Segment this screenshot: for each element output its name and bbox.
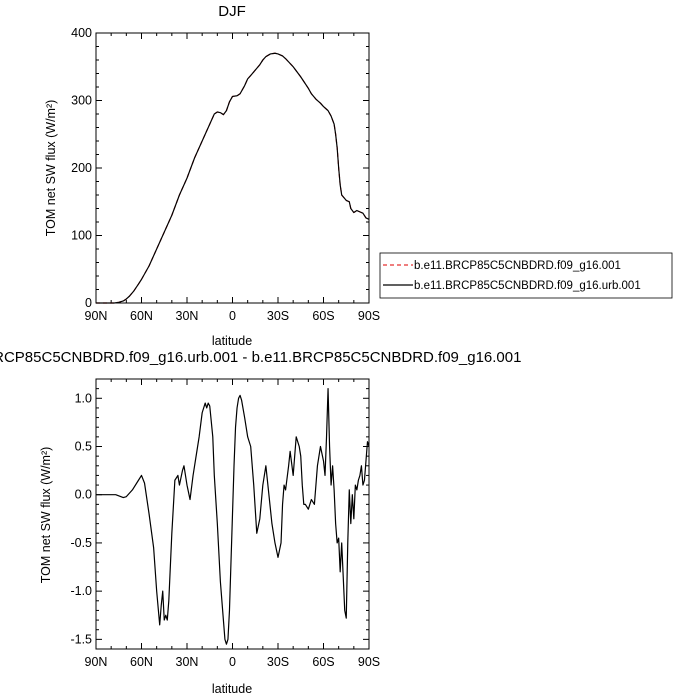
top-y-tick-label: 200	[71, 161, 92, 175]
top-panel: DJF 90N 60N 30N 0 30S 60S 90S 0 100 200 300 400 lat…	[44, 3, 380, 348]
bottom-x-tick-label: 90S	[358, 655, 380, 669]
top-x-tick-label: 30S	[267, 309, 289, 323]
bottom-x-tick-label: 60S	[312, 655, 334, 669]
bottom-y-tick-label: -0.5	[70, 536, 92, 550]
bottom-series-line-1	[96, 388, 370, 645]
top-series-group	[96, 52, 370, 304]
bottom-plot-frame	[95, 378, 370, 650]
top-series-line-2	[96, 52, 370, 304]
bottom-y-axis-title: TOM net SW flux (W/m²)	[39, 447, 53, 584]
bottom-x-tick-label: 30N	[176, 655, 199, 669]
bottom-y-tick-label: -1.5	[70, 632, 92, 646]
bottom-chart-title: b.e11.BRCP85C5CNBDRD.f09_g16.urb.001 - b…	[0, 349, 521, 366]
bottom-series-group	[96, 388, 370, 645]
top-y-tick-label: 100	[71, 229, 92, 243]
top-x-tick-label: 0	[229, 309, 236, 323]
top-tick-group: 90N 60N 30N 0 30S 60S 90S 0 100 200 300 400	[71, 26, 380, 323]
bottom-y-tick-label: 1.0	[75, 391, 92, 405]
top-chart-title: DJF	[218, 3, 246, 20]
bottom-tick-group: 90N 60N 30N 0 30S 60S 90S -1.5 -1.0 -0.5 0.0 0.5 1.0	[70, 378, 380, 669]
top-x-tick-label: 60N	[130, 309, 153, 323]
legend: b.e11.BRCP85C5CNBDRD.f09_g16.001 b.e11.B…	[379, 252, 673, 299]
top-series-line-1	[96, 52, 370, 304]
top-plot-frame	[95, 32, 370, 304]
bottom-y-tick-label: 0.5	[75, 440, 92, 454]
bottom-y-tick-label: 0.0	[75, 488, 92, 502]
top-x-axis-title: latitude	[212, 334, 252, 348]
top-y-tick-label: 300	[71, 94, 92, 108]
bottom-x-tick-label: 0	[229, 655, 236, 669]
legend-box	[379, 252, 673, 299]
bottom-x-tick-label: 90N	[85, 655, 108, 669]
bottom-y-tick-label: -1.0	[70, 584, 92, 598]
bottom-x-axis-title: latitude	[212, 682, 252, 696]
top-x-tick-label: 90S	[358, 309, 380, 323]
bottom-x-tick-label: 60N	[130, 655, 153, 669]
bottom-x-tick-label: 30S	[267, 655, 289, 669]
top-y-tick-label: 0	[85, 296, 92, 310]
top-y-tick-label: 400	[71, 26, 92, 40]
top-x-tick-label: 60S	[312, 309, 334, 323]
top-y-axis-title: TOM net SW flux (W/m²)	[44, 100, 58, 237]
legend-label-series-2: b.e11.BRCP85C5CNBDRD.f09_g16.urb.001	[414, 280, 641, 292]
legend-label-series-1: b.e11.BRCP85C5CNBDRD.f09_g16.001	[414, 260, 621, 272]
top-x-tick-label: 90N	[85, 309, 108, 323]
bottom-panel: b.e11.BRCP85C5CNBDRD.f09_g16.urb.001 - b…	[0, 349, 521, 696]
top-x-tick-label: 30N	[176, 309, 199, 323]
